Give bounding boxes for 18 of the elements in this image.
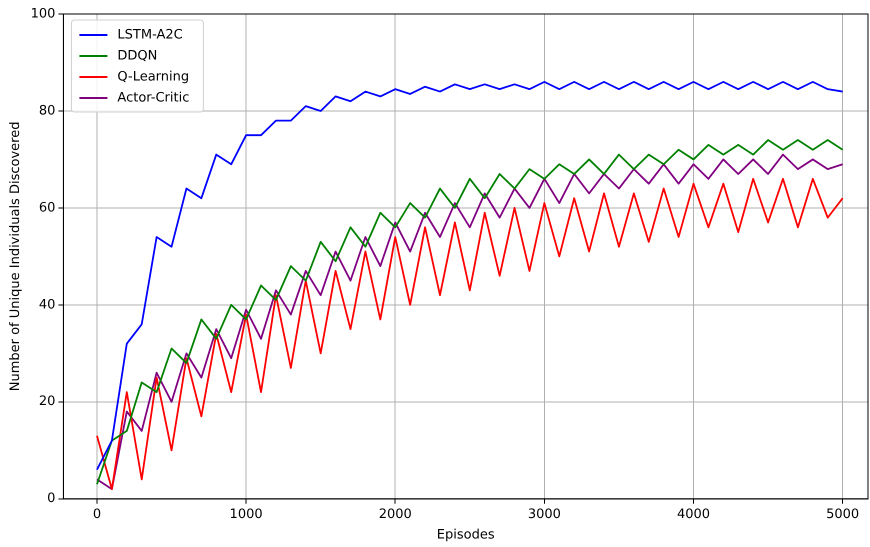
y-tick-label: 40: [38, 297, 56, 312]
x-tick-label: 1000: [230, 506, 263, 522]
legend-label: Actor-Critic: [117, 90, 190, 106]
x-axis-title: Episodes: [436, 528, 495, 543]
x-tick-label: 0: [92, 506, 102, 522]
y-axis-title: Number of Unique Individuals Discovered: [8, 122, 24, 392]
legend-label: LSTM-A2C: [117, 27, 183, 42]
x-tick-label: 4000: [676, 506, 710, 522]
y-tick-label: 100: [30, 6, 56, 22]
y-tick-label: 60: [38, 200, 56, 216]
x-tick-label: 5000: [826, 506, 860, 522]
legend-label: Q-Learning: [117, 69, 190, 84]
y-tick-label: 0: [47, 491, 56, 506]
legend-label: DDQN: [117, 48, 158, 64]
x-tick-label: 3000: [528, 506, 561, 522]
x-tick-label: 2000: [378, 506, 412, 522]
y-tick-label: 80: [38, 103, 56, 118]
y-tick-label: 20: [38, 394, 56, 410]
